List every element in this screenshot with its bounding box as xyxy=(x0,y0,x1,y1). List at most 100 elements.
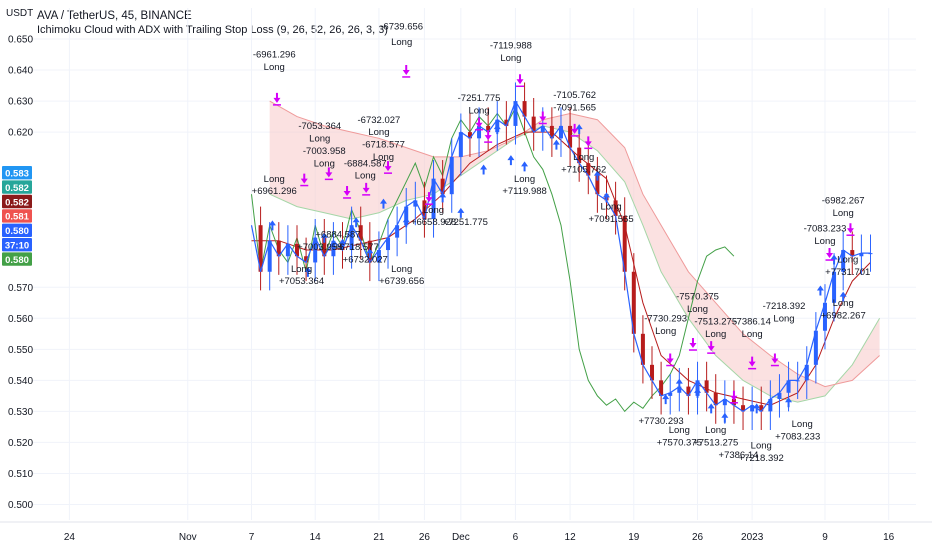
trade-annotation: -7003.958 xyxy=(303,146,346,157)
candle-body xyxy=(668,392,673,396)
trade-annotation: -7730.293 xyxy=(644,313,687,324)
long-exit-arrow xyxy=(300,173,308,184)
trade-annotation: Long xyxy=(573,152,594,163)
candle-body xyxy=(768,398,773,412)
trade-annotation: +6658.928 xyxy=(411,217,456,228)
trade-annotation: -7091.565 xyxy=(553,102,596,113)
long-exit-arrow xyxy=(730,390,738,401)
long-entry-arrow xyxy=(304,266,312,277)
price-badge-label: 0.583 xyxy=(5,169,29,180)
candle-body xyxy=(841,250,846,272)
trade-annotation: +7053.364 xyxy=(279,276,324,287)
price-badge xyxy=(2,166,32,180)
y-tick-label: 0.530 xyxy=(8,407,33,418)
long-entry-arrow xyxy=(602,192,610,203)
candle-body xyxy=(349,225,354,251)
price-badge xyxy=(2,223,32,237)
long-exit-arrow xyxy=(748,356,756,367)
long-exit-arrow xyxy=(516,74,524,85)
candle-body xyxy=(276,240,281,257)
candle-body xyxy=(813,330,818,365)
candle-body xyxy=(650,364,655,381)
candle-body xyxy=(613,200,618,216)
long-exit-arrow xyxy=(846,223,854,234)
long-exit-arrow xyxy=(402,64,410,75)
trade-annotation: Long xyxy=(391,264,412,275)
study-title[interactable]: Ichimoku Cloud with ADX with Trailing St… xyxy=(37,24,388,36)
candle-body xyxy=(294,243,299,257)
candle-body xyxy=(540,125,545,133)
trade-annotation: -6718.577 xyxy=(362,140,405,151)
trade-annotation: Long xyxy=(687,304,708,315)
long-entry-arrow xyxy=(707,403,715,414)
trade-annotation: Long xyxy=(742,329,763,340)
long-entry-arrow xyxy=(785,397,793,408)
candle-body xyxy=(449,156,454,195)
trade-annotation: +6961.296 xyxy=(252,186,297,197)
price-badge-label: 0.581 xyxy=(5,212,29,223)
candle-body xyxy=(486,125,491,133)
y-tick-label: 0.510 xyxy=(8,469,33,480)
trade-annotation: Long xyxy=(600,202,621,213)
candle-body xyxy=(586,163,591,176)
long-entry-arrow xyxy=(320,232,328,243)
trade-annotation: Long xyxy=(264,62,285,73)
trade-annotation: Long xyxy=(773,313,794,324)
price-badge xyxy=(2,209,32,223)
long-exit-arrow xyxy=(689,338,697,349)
trade-annotation: +6732.027 xyxy=(343,254,388,265)
long-exit-arrow xyxy=(771,353,779,364)
candle-body xyxy=(458,132,463,157)
long-exit-arrow xyxy=(826,248,834,259)
candle-body xyxy=(677,386,682,393)
x-tick-label: 14 xyxy=(310,532,322,543)
candle-body xyxy=(358,225,363,241)
candle-body xyxy=(386,237,391,251)
trade-annotation: +7218.392 xyxy=(739,453,784,464)
trade-annotation: -6961.296 xyxy=(253,50,296,61)
candle-body xyxy=(577,147,582,164)
trade-annotation: -7251.775 xyxy=(458,93,501,104)
long-entry-arrow xyxy=(480,164,488,175)
symbol-title[interactable]: AVA / TetherUS, 45, BINANCE xyxy=(37,10,192,22)
ichimoku-cloud xyxy=(269,101,880,403)
candle-body xyxy=(595,175,600,195)
x-tick-label: Dec xyxy=(452,532,470,543)
x-tick-label: 9 xyxy=(822,532,828,543)
trade-annotation: -7218.392 xyxy=(763,301,806,312)
trade-annotation: Long xyxy=(655,326,676,337)
chikou-line xyxy=(251,106,735,413)
price-badge xyxy=(2,238,32,252)
trade-annotation: Long xyxy=(751,441,772,452)
candle-body xyxy=(322,237,327,257)
candle-body xyxy=(759,405,764,412)
candle-body xyxy=(722,398,727,406)
long-exit-arrow xyxy=(571,123,579,134)
trade-annotation: +7091.565 xyxy=(588,214,633,225)
candle-body xyxy=(404,206,409,226)
trade-annotation: Long xyxy=(837,254,858,265)
candle-body xyxy=(376,250,381,263)
trade-annotation: Long xyxy=(368,127,389,138)
trade-annotation: +7105.762 xyxy=(561,164,606,175)
long-entry-arrow xyxy=(457,207,465,218)
trade-annotation: Long xyxy=(792,419,813,430)
long-exit-arrow xyxy=(484,130,492,141)
long-exit-arrow xyxy=(425,192,433,203)
long-entry-arrow xyxy=(575,124,583,135)
trade-annotation: Long xyxy=(814,236,835,247)
y-tick-label: 0.500 xyxy=(8,500,33,511)
trade-annotation: Long xyxy=(705,425,726,436)
long-entry-arrow xyxy=(816,285,824,296)
price-badge xyxy=(2,252,32,266)
long-entry-arrow xyxy=(352,217,360,228)
trade-annotation: -7083.233 xyxy=(804,223,847,234)
trade-annotation: Long xyxy=(373,152,394,163)
y-tick-label: 0.560 xyxy=(8,314,33,325)
candle-body xyxy=(513,101,518,126)
trade-annotation: +7731.701 xyxy=(825,267,870,278)
trade-annotation: +7730.293 xyxy=(639,416,684,427)
candle-body xyxy=(859,253,864,257)
trade-annotation: +7119.988 xyxy=(502,186,546,197)
